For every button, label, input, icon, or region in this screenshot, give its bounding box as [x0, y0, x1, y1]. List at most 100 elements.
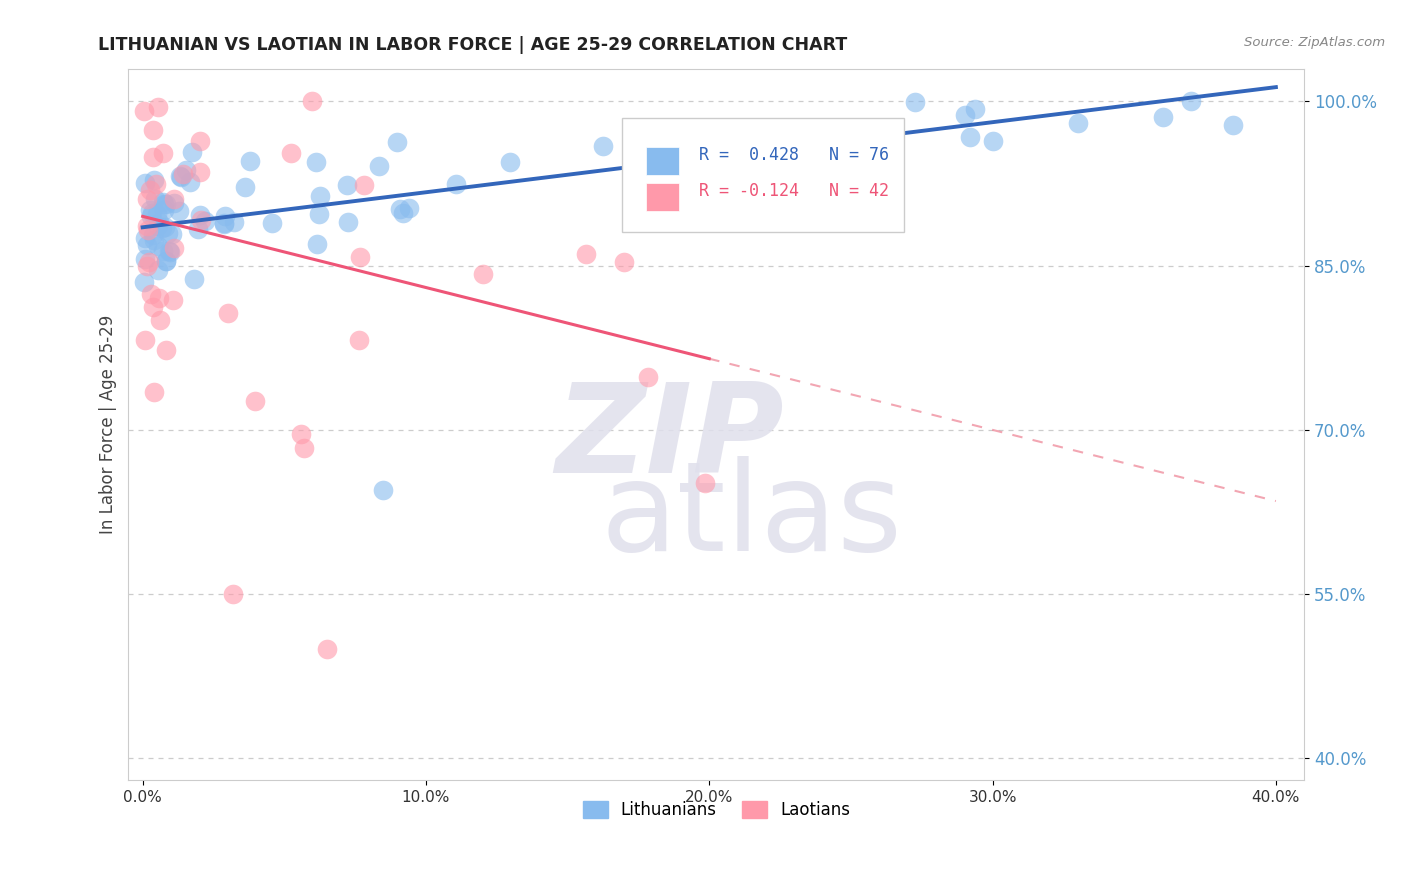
Point: [155, 196, 177, 211]
Point: [159, 245, 181, 260]
Text: ZIP: ZIP: [555, 378, 783, 500]
Point: [239, 154, 262, 169]
Point: [471, 267, 494, 281]
Point: [152, 195, 174, 210]
Point: [156, 227, 179, 241]
Point: [628, 154, 651, 169]
Point: [183, 272, 205, 286]
Text: Source: ZipAtlas.com: Source: ZipAtlas.com: [1244, 36, 1385, 49]
Text: R =  0.428   N = 76: R = 0.428 N = 76: [699, 146, 889, 164]
FancyBboxPatch shape: [645, 147, 679, 176]
Text: R = -0.124   N = 42: R = -0.124 N = 42: [699, 182, 889, 200]
Point: [155, 343, 177, 357]
Point: [148, 262, 170, 277]
Point: [336, 215, 359, 229]
Point: [142, 234, 165, 248]
Point: [139, 183, 162, 197]
Point: [143, 173, 166, 187]
Point: [444, 177, 467, 191]
Point: [1152, 110, 1174, 124]
Point: [142, 300, 165, 314]
Point: [152, 202, 174, 217]
Point: [176, 162, 198, 177]
Point: [163, 241, 186, 255]
Point: [134, 231, 156, 245]
Point: [392, 205, 415, 219]
Point: [398, 202, 420, 216]
Point: [308, 207, 330, 221]
Point: [148, 100, 170, 114]
Point: [152, 244, 174, 259]
Point: [181, 145, 204, 159]
Point: [349, 251, 371, 265]
Point: [305, 236, 328, 251]
Point: [142, 384, 165, 399]
Point: [315, 641, 337, 656]
Text: atlas: atlas: [600, 457, 903, 577]
Point: [136, 237, 159, 252]
Point: [243, 394, 266, 409]
Point: [153, 197, 176, 211]
Point: [139, 202, 162, 217]
Point: [309, 189, 332, 203]
Point: [773, 143, 796, 157]
Point: [150, 221, 173, 235]
Point: [959, 130, 981, 145]
Point: [292, 441, 315, 455]
Point: [132, 275, 155, 289]
Point: [592, 139, 614, 153]
Point: [190, 213, 212, 227]
Point: [172, 167, 194, 181]
Y-axis label: In Labor Force | Age 25-29: In Labor Force | Age 25-29: [100, 315, 117, 534]
Point: [1180, 95, 1202, 109]
Point: [162, 192, 184, 206]
Point: [193, 214, 215, 228]
Point: [575, 247, 598, 261]
Point: [136, 219, 159, 233]
Point: [214, 210, 236, 224]
Point: [963, 103, 986, 117]
Point: [148, 219, 170, 233]
Point: [222, 215, 245, 229]
Point: [141, 287, 163, 301]
Point: [142, 228, 165, 243]
Point: [187, 222, 209, 236]
Point: [1066, 116, 1088, 130]
Point: [214, 217, 236, 231]
Point: [981, 134, 1004, 148]
Point: [148, 292, 170, 306]
Point: [305, 155, 328, 169]
Point: [347, 334, 370, 348]
Point: [233, 180, 256, 194]
Point: [170, 169, 193, 184]
Point: [155, 254, 177, 268]
Point: [141, 206, 163, 220]
Point: [188, 208, 211, 222]
Point: [713, 140, 735, 154]
Point: [134, 333, 156, 347]
Point: [136, 259, 159, 273]
Point: [152, 146, 174, 161]
Point: [389, 202, 412, 216]
Point: [163, 196, 186, 211]
Point: [353, 178, 375, 192]
Point: [157, 244, 180, 259]
Point: [162, 293, 184, 307]
FancyBboxPatch shape: [623, 119, 904, 232]
Point: [953, 107, 976, 121]
Point: [148, 215, 170, 229]
Point: [132, 103, 155, 118]
Point: [188, 134, 211, 148]
Point: [385, 136, 408, 150]
Point: [146, 207, 169, 221]
Point: [169, 169, 191, 183]
Point: [134, 252, 156, 267]
Point: [145, 177, 167, 191]
Point: [336, 178, 359, 192]
Legend: Lithuanians, Laotians: Lithuanians, Laotians: [576, 794, 856, 825]
Point: [134, 176, 156, 190]
Point: [280, 145, 302, 160]
Point: [695, 475, 717, 490]
Point: [613, 255, 636, 269]
Point: [368, 159, 391, 173]
